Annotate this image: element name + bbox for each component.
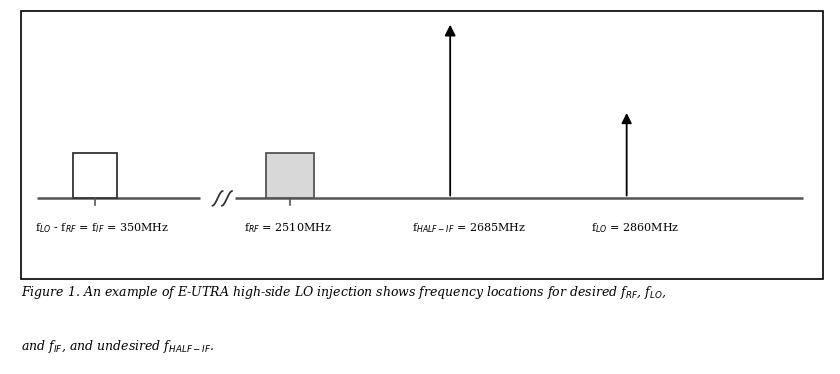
Text: Figure 1. An example of E-UTRA high-side LO injection shows frequency locations : Figure 1. An example of E-UTRA high-side…: [21, 284, 666, 301]
Text: f$_{RF}$ = 2510MHz: f$_{RF}$ = 2510MHz: [244, 221, 332, 235]
Text: f$_{HALF-IF}$ = 2685MHz: f$_{HALF-IF}$ = 2685MHz: [412, 221, 527, 235]
Text: f$_{LO}$ - f$_{RF}$ = f$_{IF}$ = 350MHz: f$_{LO}$ - f$_{RF}$ = f$_{IF}$ = 350MHz: [35, 221, 170, 235]
Text: f$_{LO}$ = 2860MHz: f$_{LO}$ = 2860MHz: [591, 221, 679, 235]
Bar: [73, 153, 118, 199]
Text: and f$_{IF}$, and undesired f$_{HALF-IF}$.: and f$_{IF}$, and undesired f$_{HALF-IF}…: [21, 338, 215, 355]
Bar: [265, 153, 314, 199]
